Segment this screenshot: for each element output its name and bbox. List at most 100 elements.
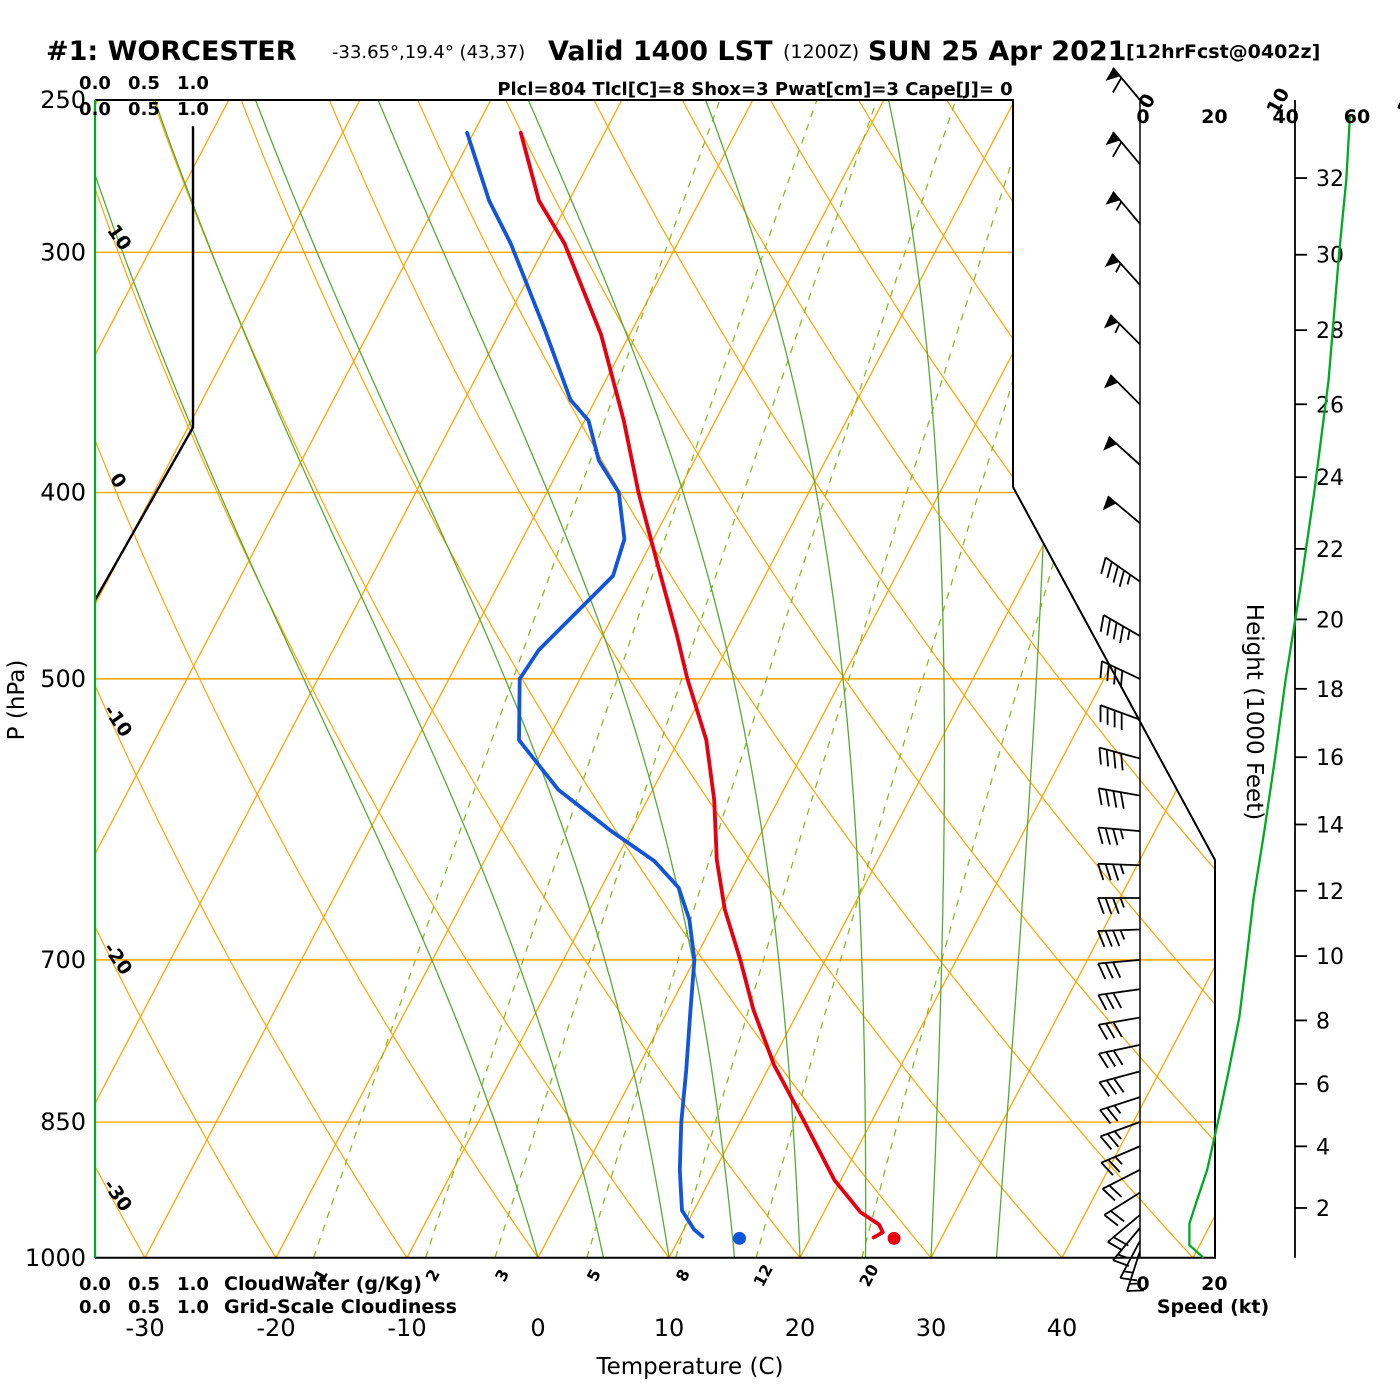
dry-adiabat-line <box>681 100 1215 1258</box>
wind-barb <box>1097 897 1140 915</box>
barb-feather <box>1107 1159 1121 1173</box>
barb-staff <box>1098 787 1141 797</box>
moist-adiabat-line <box>520 100 801 1258</box>
mixing-ratio-line <box>586 100 957 1258</box>
barb-staff <box>1099 1070 1141 1084</box>
dry-adiabat-line <box>505 100 1215 1258</box>
barb-feather <box>1105 789 1110 807</box>
cloudiness-scale-label-top: 0.0 <box>79 99 111 120</box>
barb-feather <box>1098 747 1102 765</box>
height-tick-label: 4 <box>1316 1135 1330 1160</box>
cloudwater-scale-label-top: 0.0 <box>79 73 111 94</box>
barb-staff <box>1097 862 1141 867</box>
isotherm-line <box>95 100 623 1258</box>
height-tick-label: 18 <box>1316 678 1344 703</box>
barb-feather <box>1103 1214 1119 1227</box>
plot-frame <box>95 99 1216 1259</box>
barb-feather <box>1112 77 1123 93</box>
barb-feather <box>1108 1184 1123 1198</box>
isotherm-line <box>95 100 492 1258</box>
height-tick-label: 26 <box>1316 393 1344 418</box>
barb-feather <box>1112 930 1121 947</box>
title-date: SUN 25 Apr 2021 <box>868 36 1126 67</box>
pressure-tick-label: 400 <box>40 479 86 507</box>
barb-feather <box>1106 1107 1119 1122</box>
wind-barb <box>1099 1096 1141 1125</box>
barb-feather <box>1120 753 1124 771</box>
mixing-ratio-label: 5 <box>583 1266 605 1285</box>
barb-feather <box>1106 618 1112 636</box>
pressure-axis-label: P (hPa) <box>4 660 30 741</box>
height-tick-label: 8 <box>1316 1009 1330 1034</box>
cloudiness-scale-label-bottom: 0.5 <box>128 1297 160 1318</box>
barb-feather <box>1106 664 1110 682</box>
wind-barb <box>1098 1044 1141 1069</box>
wind-barb <box>1102 495 1141 524</box>
temperature-tick-label: 30 <box>916 1314 947 1342</box>
barb-feather <box>1097 788 1103 806</box>
barb-feather <box>1101 1188 1116 1202</box>
barb-pennant <box>1103 314 1119 329</box>
barb-half-feather <box>1119 864 1125 875</box>
speed-axis-label: Speed (kt) <box>1157 1296 1269 1318</box>
wind-barb <box>1097 1016 1141 1040</box>
wind-barb <box>1100 556 1141 588</box>
height-tick-label: 6 <box>1316 1073 1330 1098</box>
barb-feather <box>1106 561 1113 579</box>
mixing-ratio-line <box>494 100 878 1258</box>
barb-feather <box>1112 622 1118 640</box>
dry-adiabat-line <box>95 100 670 1258</box>
surface-temperature-dot <box>887 1231 901 1245</box>
barb-feather <box>1119 792 1125 810</box>
barb-feather <box>1099 1109 1112 1125</box>
barb-staff <box>1100 704 1141 721</box>
barb-feather <box>1113 1077 1125 1093</box>
speed-tick-label-top: 20 <box>1201 106 1227 128</box>
dry-adiabat-label: -30 <box>99 1175 137 1216</box>
barb-feather <box>1099 614 1105 632</box>
speed-tick-label-bottom: 0 <box>1136 1273 1149 1295</box>
wind-barb <box>1099 704 1141 730</box>
wind-barb <box>1105 191 1141 225</box>
barb-staff <box>1107 1214 1141 1243</box>
pressure-tick-label: 250 <box>40 86 86 114</box>
mixing-ratio-label: 2 <box>422 1266 444 1285</box>
dry-adiabat-line <box>240 100 932 1258</box>
dry-adiabat-label: 10 <box>102 220 135 254</box>
isotherm-line <box>406 100 1016 1258</box>
barb-half-feather <box>1113 1130 1122 1140</box>
dry-adiabat-line <box>152 100 801 1258</box>
pressure-tick-label: 1000 <box>25 1244 86 1272</box>
cloudiness-scale-label-bottom: 1.0 <box>177 1297 209 1318</box>
cloudiness-axis-label: Grid-Scale Cloudiness <box>224 1296 457 1318</box>
barb-staff <box>1126 1250 1141 1292</box>
pressure-tick-label: 850 <box>40 1108 86 1136</box>
stability-indices-line: Plcl=804 Tlcl[C]=8 Shox=3 Pwat[cm]=3 Cap… <box>497 79 1012 100</box>
temperature-tick-label: -20 <box>256 1314 295 1342</box>
barb-half-feather <box>1119 897 1125 908</box>
barb-feather <box>1112 1050 1124 1066</box>
wind-barb <box>1098 1070 1141 1097</box>
title-coordinates: -33.65°,19.4° (43,37) <box>332 42 525 63</box>
wind-barb <box>1104 253 1141 286</box>
barb-feather <box>1112 141 1123 158</box>
mixing-ratio-line <box>755 100 1101 1258</box>
height-tick-label: 14 <box>1316 813 1344 838</box>
cloudiness-scale-label-top: 0.5 <box>128 99 160 120</box>
cloudwater-scale-label-bottom: 1.0 <box>177 1274 209 1295</box>
wind-barb <box>1097 928 1141 948</box>
wind-barb <box>1119 1240 1141 1282</box>
barb-staff <box>1109 374 1141 406</box>
barb-feather <box>1099 661 1103 679</box>
cloudiness-scale-label-bottom: 0.0 <box>79 1297 111 1318</box>
barb-feather <box>1112 864 1120 881</box>
barb-staff <box>1111 253 1141 286</box>
barb-half-feather <box>1114 323 1121 334</box>
barb-feather <box>1105 1023 1116 1039</box>
barb-feather <box>1104 897 1113 915</box>
barb-half-feather <box>1126 574 1132 585</box>
barb-feather <box>1113 667 1117 685</box>
barb-half-feather <box>1115 201 1123 211</box>
barb-feather <box>1098 1053 1109 1069</box>
speed-tick-label-top: 60 <box>1344 106 1370 128</box>
